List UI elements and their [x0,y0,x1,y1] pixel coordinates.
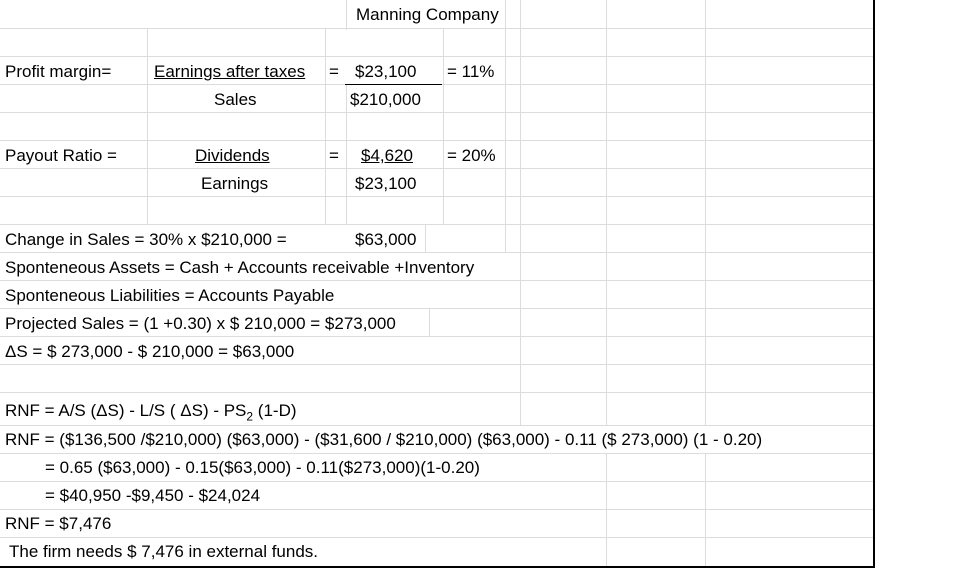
grid-row-line [0,56,873,57]
grid-row-line [0,336,873,337]
delta-sales-text: ΔS = $ 273,000 - $ 210,000 = $63,000 [5,342,295,361]
conclusion-text: The firm needs $ 7,476 in external funds… [9,542,319,561]
rnf-formula-subscript: 2 [246,409,254,424]
grid-row-line [0,537,873,538]
grid-col-line [147,28,148,225]
projected-sales-text: Projected Sales = (1 +0.30) x $ 210,000 … [5,314,396,333]
grid-col-line [429,308,430,336]
grid-row-line [0,425,873,426]
grid-row-line [0,364,873,365]
grid-col-line [705,453,706,566]
rnf-formula: RNF = A/S (ΔS) - L/S ( ΔS) - PS2 (1-D) [5,401,297,426]
grid-col-line [443,28,444,225]
grid-row-line [0,196,873,197]
grid-col-line [520,0,521,426]
payout-ratio-numerator-label: Dividends [195,146,270,165]
grid-row-line [0,509,873,510]
payout-ratio-denominator-label: Earnings [201,174,269,193]
grid-row-line [0,392,873,393]
grid-col-line [606,453,607,566]
profit-margin-denominator-value: $210,000 [350,90,421,109]
profit-margin-label: Profit margin= [5,62,112,81]
rnf-formula-prefix: RNF = A/S (ΔS) - L/S ( ΔS) - PS [5,401,247,420]
grid-col-line [705,0,706,426]
payout-ratio-result: = 20% [447,146,496,165]
profit-margin-equals: = [329,62,339,81]
rnf-line-2: = 0.65 ($63,000) - 0.15($63,000) - 0.11(… [45,458,480,477]
grid-row-line [0,168,873,169]
spreadsheet-grid[interactable]: Manning Company Profit margin= Earnings … [0,0,875,568]
grid-col-line [346,0,347,30]
grid-row-line [0,252,873,253]
grid-row-line [0,224,873,225]
grid-col-line [606,0,607,426]
rnf-result: RNF = $7,476 [5,514,112,533]
payout-ratio-equals: = [329,146,339,165]
profit-margin-numerator-label: Earnings after taxes [154,62,306,81]
profit-margin-numerator-value: $23,100 [355,62,417,81]
grid-row-line [0,481,873,482]
grid-row-line [0,280,873,281]
grid-row-line [0,140,873,141]
grid-row-line [0,28,873,29]
grid-col-line [505,0,506,252]
rnf-line-3: = $40,950 -$9,450 - $24,024 [45,486,261,505]
grid-col-line [325,28,326,225]
grid-row-line [0,308,873,309]
grid-row-line [0,112,873,113]
payout-ratio-numerator-value: $4,620 [361,146,413,165]
page-title: Manning Company [356,5,499,24]
rnf-formula-suffix: (1-D) [253,401,297,420]
profit-margin-result: = 11% [447,62,495,81]
grid-row-line [0,453,873,454]
fraction-bar [345,84,442,85]
payout-ratio-denominator-value: $23,100 [355,174,417,193]
change-in-sales-label: Change in Sales = 30% x $210,000 = [5,230,287,249]
rnf-line-1: RNF = ($136,500 /$210,000) ($63,000) - (… [5,430,763,449]
grid-col-line [425,224,426,252]
payout-ratio-label: Payout Ratio = [5,146,117,165]
profit-margin-denominator-label: Sales [214,90,257,109]
grid-col-line [346,84,347,225]
spontaneous-liabilities-text: Sponteneous Liabilities = Accounts Payab… [5,286,335,305]
change-in-sales-value: $63,000 [355,230,417,249]
spontaneous-assets-text: Sponteneous Assets = Cash + Accounts rec… [5,258,475,277]
